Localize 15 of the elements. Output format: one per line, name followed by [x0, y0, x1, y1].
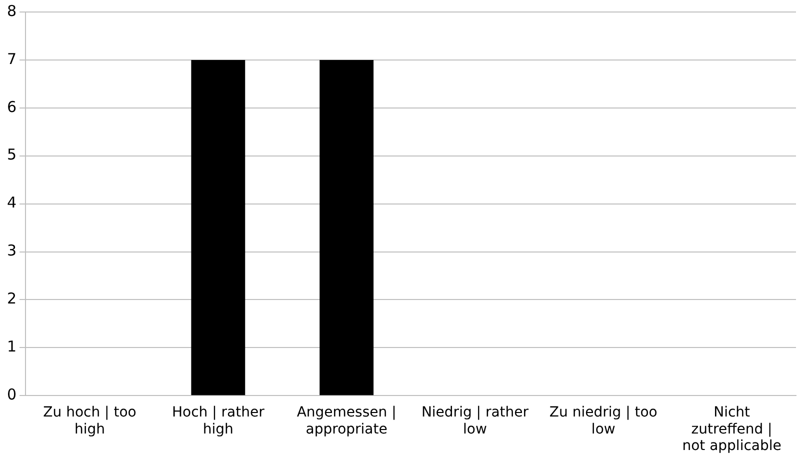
y-tick-label: 3 [6, 242, 17, 260]
x-tick-label: Angemessen | appropriate [296, 404, 396, 438]
y-tick-label: 7 [6, 50, 17, 68]
x-tick-label: Zu hoch | too high [43, 404, 136, 438]
x-tick-label: Zu niedrig | too low [549, 404, 658, 438]
y-tick-label: 1 [6, 338, 17, 356]
y-tick-label: 4 [6, 194, 17, 212]
y-tick-label: 0 [6, 385, 17, 404]
y-tick-label: 2 [6, 290, 17, 308]
y-tick-label: 5 [6, 146, 17, 164]
y-tick-label: 6 [6, 98, 17, 116]
x-tick-label: Hoch | rather high [172, 404, 265, 438]
y-tick-label: 8 [6, 2, 17, 20]
x-tick-label: Nicht zutreffend | not applicable [682, 404, 782, 454]
x-tick-label: Niedrig | rather low [421, 404, 529, 438]
